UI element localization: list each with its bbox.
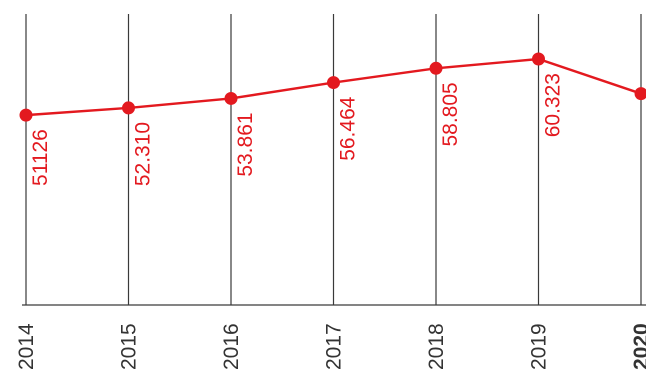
year-label-2016: 2016	[220, 323, 243, 370]
data-point-2020	[634, 87, 646, 101]
year-label-2019: 2019	[528, 323, 551, 370]
value-label-2018: 58.805	[439, 82, 462, 146]
year-label-2015: 2015	[118, 323, 141, 370]
year-label-2014: 2014	[15, 323, 38, 370]
value-label-2020: 54.653	[644, 108, 646, 172]
value-label-2014: 51126	[29, 129, 52, 186]
data-point-2014	[19, 108, 33, 122]
data-point-2019	[532, 52, 545, 66]
value-label-2019: 60.323	[542, 73, 565, 137]
year-label-2017: 2017	[323, 323, 346, 370]
year-label-2020: 2020	[630, 323, 646, 370]
value-label-2016: 53.861	[234, 112, 257, 176]
value-label-2015: 52.310	[132, 122, 155, 186]
data-point-2016	[224, 91, 238, 105]
data-point-2015	[122, 101, 135, 115]
year-label-2018: 2018	[425, 323, 448, 370]
data-point-2017	[327, 76, 340, 90]
data-point-2018	[429, 61, 443, 75]
value-label-2017: 56.464	[337, 96, 360, 161]
